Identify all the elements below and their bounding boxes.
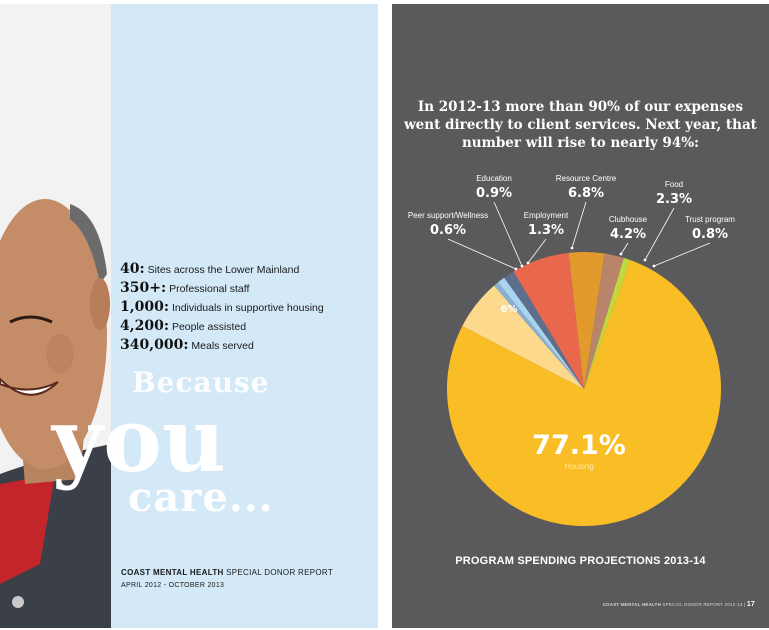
callout-dot-food (643, 258, 647, 262)
callout-dot-trust-program (652, 264, 656, 268)
org-name: COAST MENTAL HEALTH (121, 568, 224, 577)
headline: In 2012-13 more than 90% of our expenses… (404, 99, 757, 151)
stat-number: 340,000 (120, 337, 184, 353)
callout-value-employment: 1.3% (528, 223, 564, 238)
report-title: COAST MENTAL HEALTH SPECIAL DONOR REPORT (121, 568, 333, 577)
tagline-care: care... (128, 474, 274, 521)
data-label-housing-name: Housing (564, 462, 593, 471)
data-label-six-percent: 6% (501, 304, 518, 315)
callout-line-clubhouse (620, 242, 629, 255)
left-page: 40: Sites across the Lower Mainland 350+… (0, 4, 378, 628)
pie-slice-food (584, 253, 624, 389)
tagline-because: Because (132, 366, 270, 399)
callout-line-food (644, 207, 675, 261)
stat-sites: 40: Sites across the Lower Mainland (120, 261, 300, 277)
page-number: 17 (746, 601, 755, 608)
pie-slice-unlabeled-1 (462, 285, 584, 389)
callout-dot-resource-centre (570, 246, 574, 250)
date-range: APRIL 2012 - OCTOBER 2013 (121, 582, 225, 589)
pie-slice-employment (504, 271, 584, 389)
footer-org: COAST MENTAL HEALTH (602, 602, 662, 607)
pie-slice-trust-program (584, 257, 631, 389)
stat-number: 350+ (120, 280, 161, 296)
callout-value-clubhouse: 4.2% (610, 227, 646, 242)
callout-label-peer-support-wellness: Peer support/Wellness (408, 211, 488, 220)
stat-label: People assisted (171, 321, 247, 333)
callout-value-peer-support-wellness: 0.6% (430, 223, 466, 238)
callout-label-clubhouse: Clubhouse (609, 215, 648, 224)
callout-label-education: Education (476, 174, 512, 183)
callout-line-trust-program (653, 242, 711, 267)
callout-value-trust-program: 0.8% (692, 227, 728, 242)
blue-panel (111, 4, 378, 628)
callout-label-employment: Employment (524, 211, 569, 220)
stat-label: Meals served (191, 340, 254, 352)
stat-meals: 340,000: Meals served (120, 337, 254, 353)
footer-report: SPECIAL DONOR REPORT 2012-13 (662, 602, 743, 607)
stat-number: 1,000 (120, 299, 164, 315)
stat-housing: 1,000: Individuals in supportive housing (120, 299, 324, 315)
callout-line-resource-centre (571, 201, 587, 249)
callout-dot-clubhouse (619, 252, 623, 256)
callout-label-resource-centre: Resource Centre (556, 174, 617, 183)
tagline-you: you (52, 388, 226, 492)
pie-slice-resource-centre (513, 252, 584, 389)
stat-number: 40 (120, 261, 140, 277)
callout-label-trust-program: Trust program (685, 215, 735, 224)
callout-dot-employment (526, 261, 530, 265)
smiling-man-illustration (0, 4, 111, 628)
portrait-photo (0, 4, 111, 628)
callout-line-employment (527, 238, 547, 264)
callout-dot-education (520, 264, 524, 268)
pie-slice-peer-support-wellness (494, 282, 584, 389)
pie-chart: 77.1%Housing 6% Peer support/Wellness 0.6% E… (408, 174, 735, 526)
stat-number: 4,200 (120, 318, 164, 334)
page-footer: COAST MENTAL HEALTH SPECIAL DONOR REPORT… (602, 601, 755, 608)
pie-slice-housing (447, 260, 721, 526)
callout-dot-peer-support-wellness (514, 267, 518, 271)
stats-list: 40: Sites across the Lower Mainland 350+… (120, 260, 324, 355)
data-label-housing-value: 77.1% (532, 430, 626, 461)
stat-staff: 350+: Professional staff (120, 280, 250, 296)
pie-slice-clubhouse (568, 252, 605, 389)
pie-slice-education (498, 277, 584, 389)
callout-label-food: Food (665, 180, 683, 189)
callout-value-resource-centre: 6.8% (568, 186, 604, 201)
stat-label: Individuals in supportive housing (171, 302, 324, 314)
chart-title: PROGRAM SPENDING PROJECTIONS 2013-14 (455, 555, 706, 567)
callout-value-education: 0.9% (476, 186, 512, 201)
stat-label: Sites across the Lower Mainland (147, 264, 300, 276)
stat-label: Professional staff (169, 283, 250, 295)
stat-people: 4,200: People assisted (120, 318, 247, 334)
callout-value-food: 2.3% (656, 192, 692, 207)
callout-line-peer-support-wellness (447, 238, 517, 270)
right-page: In 2012-13 more than 90% of our expenses… (392, 4, 769, 628)
callout-line-education (493, 201, 523, 267)
report-name: SPECIAL DONOR REPORT (226, 568, 334, 577)
